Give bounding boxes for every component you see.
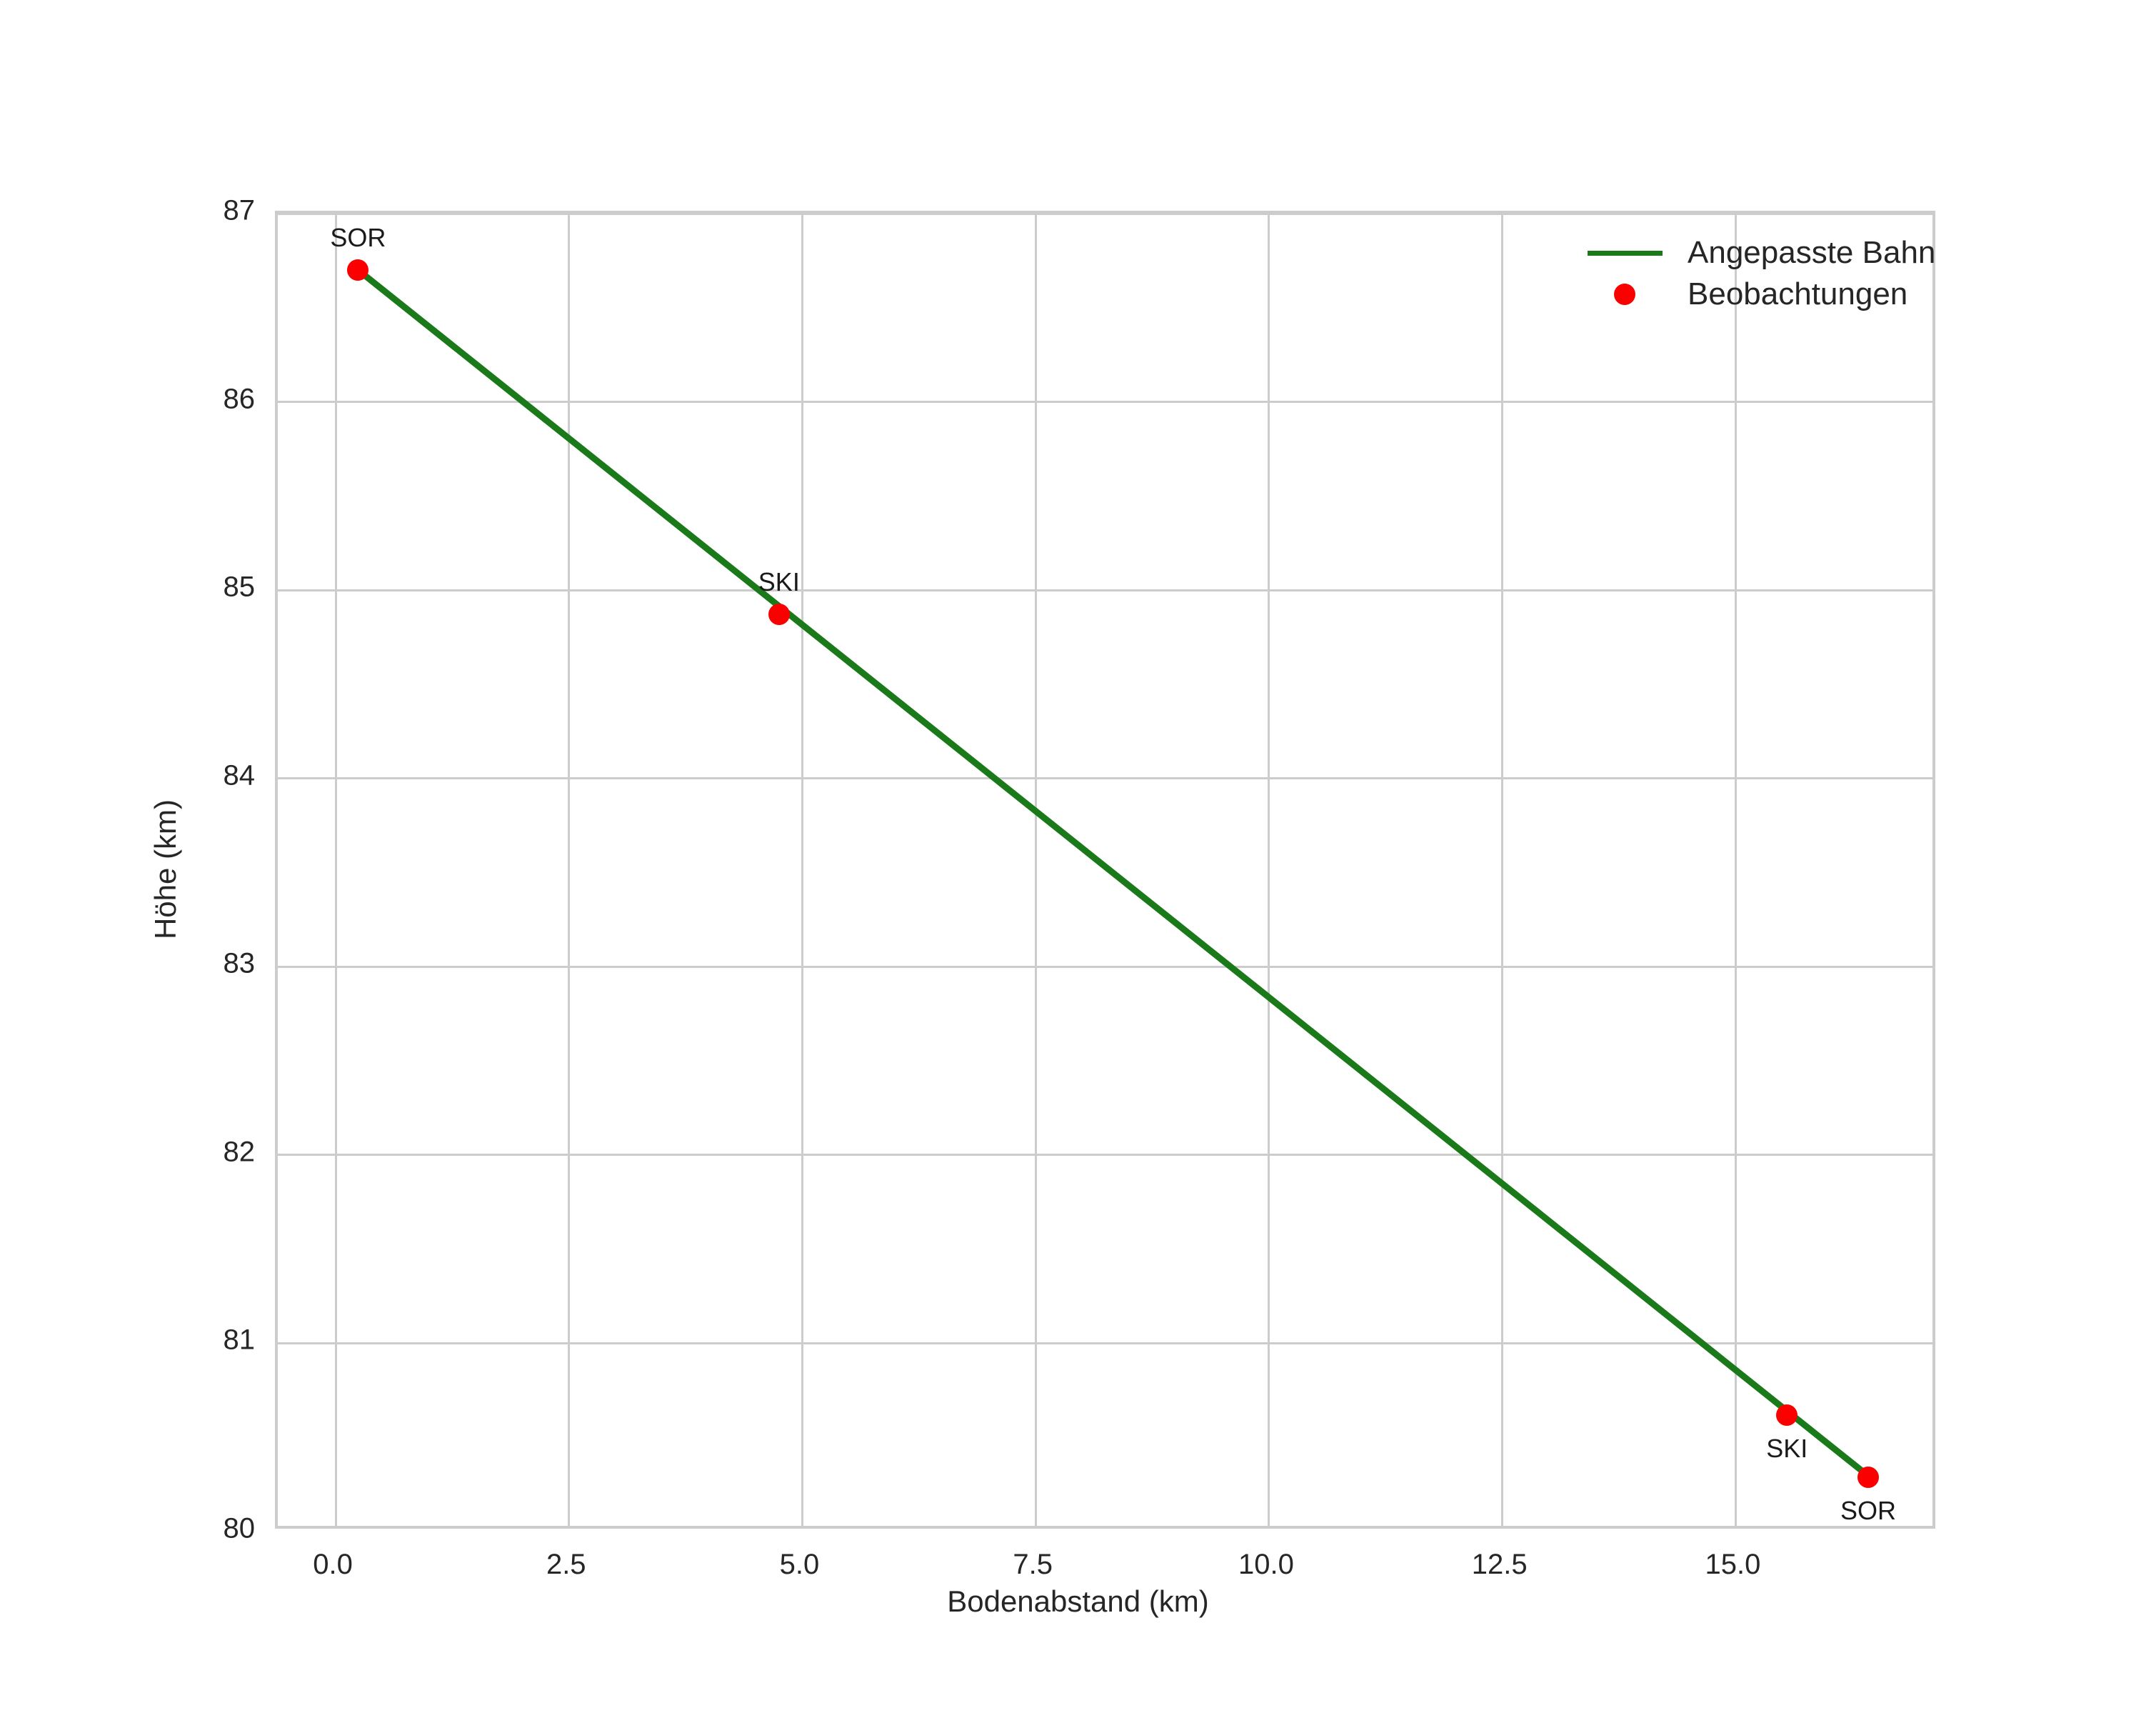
gridline-vertical-15.0 xyxy=(1734,214,1737,1526)
gridline-horizontal-87 xyxy=(278,214,1932,215)
gridline-vertical-0.0 xyxy=(334,214,337,1526)
observation-point-ski-1 xyxy=(768,604,790,626)
legend-line-swatch xyxy=(1588,251,1663,256)
y-tick-label-84: 84 xyxy=(223,759,256,791)
legend-swatch-line xyxy=(1575,232,1675,274)
gridline-vertical-12.5 xyxy=(1501,214,1504,1526)
gridline-horizontal-82 xyxy=(278,1154,1932,1157)
gridline-horizontal-81 xyxy=(278,1342,1932,1344)
y-tick-label-82: 82 xyxy=(223,1136,256,1168)
x-tick-label-5.0: 5.0 xyxy=(779,1549,820,1580)
y-tick-label-86: 86 xyxy=(223,383,256,415)
gridline-vertical-5.0 xyxy=(801,214,803,1526)
y-tick-label-85: 85 xyxy=(223,571,256,603)
x-tick-label-10.0: 10.0 xyxy=(1238,1549,1294,1580)
legend-item-0[interactable]: Angepasste Bahn xyxy=(1575,232,1936,274)
x-tick-label-12.5: 12.5 xyxy=(1471,1549,1528,1580)
plot-area: SOR SKI SKI SOR xyxy=(275,211,1935,1529)
legend-item-1[interactable]: Beobachtungen xyxy=(1575,274,1932,315)
x-tick-label-7.5: 7.5 xyxy=(1013,1549,1053,1580)
observation-point-sor-3 xyxy=(1857,1466,1879,1488)
y-tick-label-80: 80 xyxy=(223,1512,256,1544)
plot-inner: SOR SKI SKI SOR xyxy=(278,214,1932,1526)
y-tick-label-83: 83 xyxy=(223,947,256,979)
observation-point-sor-0 xyxy=(347,259,369,281)
y-axis-title: Höhe (km) xyxy=(149,799,182,940)
gridline-horizontal-83 xyxy=(278,965,1932,968)
gridline-horizontal-84 xyxy=(278,777,1932,780)
legend: Angepasste Bahn Beobachtungen xyxy=(1575,232,1936,315)
gridline-vertical-7.5 xyxy=(1034,214,1037,1526)
gridline-vertical-10.0 xyxy=(1268,214,1270,1526)
x-tick-label-15.0: 15.0 xyxy=(1705,1549,1761,1580)
y-tick-label-81: 81 xyxy=(223,1324,256,1356)
gridline-vertical-2.5 xyxy=(568,214,571,1526)
trajectory-polyline xyxy=(354,266,1866,1475)
x-axis-title: Bodenabstand (km) xyxy=(947,1584,1209,1618)
point-label-sor-3: SOR xyxy=(1840,1495,1896,1525)
x-tick-label-0.0: 0.0 xyxy=(313,1549,353,1580)
gridline-horizontal-85 xyxy=(278,589,1932,591)
legend-label: Beobachtungen xyxy=(1688,276,1908,311)
x-tick-label-2.5: 2.5 xyxy=(546,1549,586,1580)
point-label-sor-0: SOR xyxy=(330,223,386,253)
legend-swatch-dot xyxy=(1575,274,1675,315)
observation-point-ski-2 xyxy=(1776,1404,1798,1426)
legend-dot-swatch xyxy=(1614,284,1635,305)
point-label-ski-1: SKI xyxy=(758,567,800,597)
y-tick-label-87: 87 xyxy=(223,194,256,226)
point-label-ski-2: SKI xyxy=(1766,1433,1808,1463)
gridline-horizontal-86 xyxy=(278,401,1932,404)
fitted-trajectory-line xyxy=(354,266,1866,1475)
legend-label: Angepasste Bahn xyxy=(1688,235,1936,270)
